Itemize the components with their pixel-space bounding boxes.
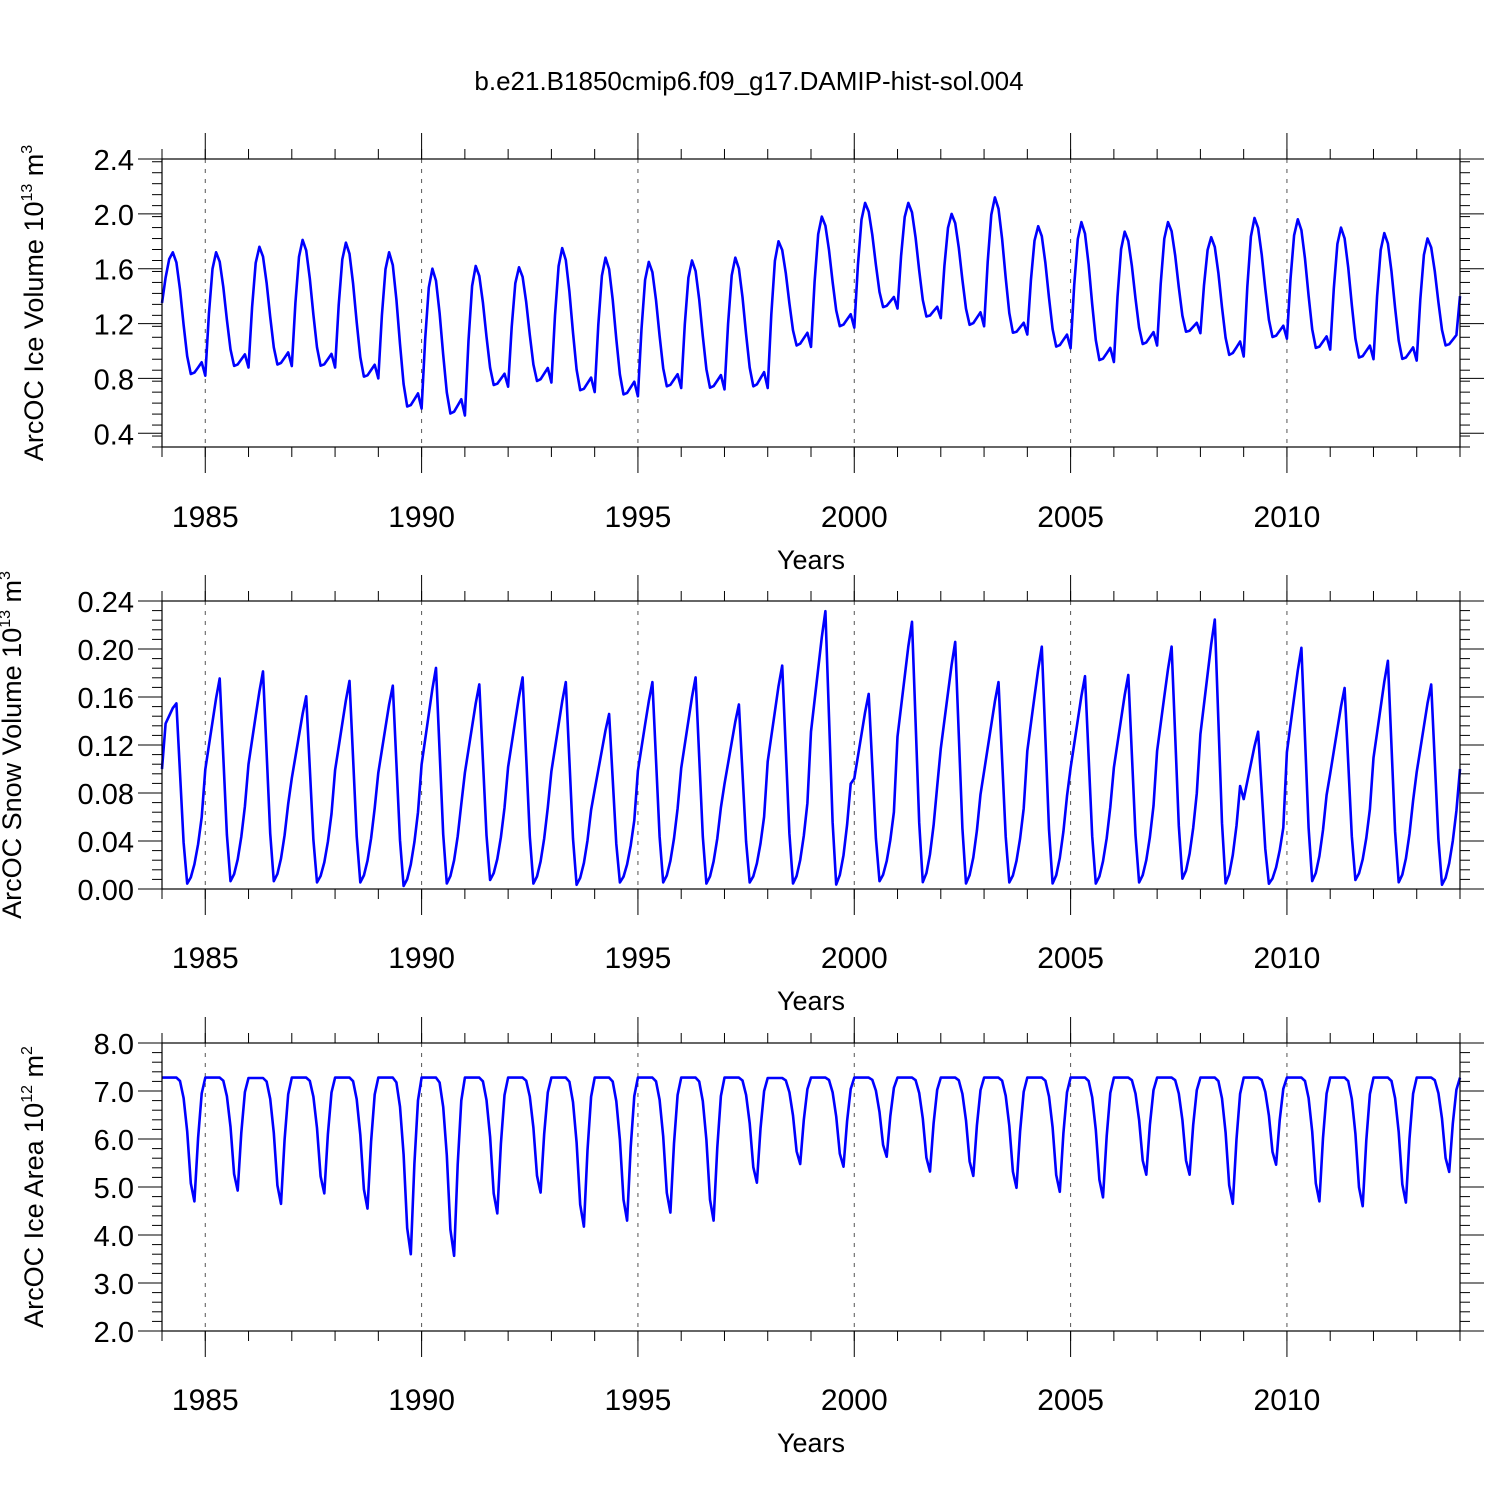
y-axis-title-text: m bbox=[19, 1055, 49, 1085]
y-axis-title-superscript: 13 bbox=[0, 610, 14, 628]
x-tick-label: 1990 bbox=[388, 501, 455, 534]
y-tick-label: 3.0 bbox=[94, 1269, 134, 1301]
x-tick-label: 2005 bbox=[1037, 942, 1104, 975]
y-axis-title-text: ArcOC Snow Volume 10 bbox=[0, 628, 27, 919]
y-tick-label: 0.24 bbox=[78, 587, 134, 619]
x-axis-title: Years bbox=[777, 1428, 845, 1458]
x-tick-label: 2000 bbox=[821, 501, 888, 534]
x-tick-label: 2010 bbox=[1254, 942, 1321, 975]
y-tick-label: 2.0 bbox=[94, 200, 134, 232]
y-tick-label: 0.08 bbox=[78, 779, 134, 811]
y-tick-label: 0.04 bbox=[78, 827, 134, 859]
snow-volume-line bbox=[160, 609, 1462, 888]
y-tick-label: 6.0 bbox=[94, 1125, 134, 1157]
ice-volume-panel: 1985 1990 1995 2000 2005 2010 0.4 0.8 1.2 1.6 2.0 2… bbox=[19, 133, 1484, 575]
y-axis-title-text: m bbox=[0, 580, 27, 610]
y-tick-label: 1.6 bbox=[94, 255, 134, 287]
y-tick-label: 0.16 bbox=[78, 683, 134, 715]
x-tick-label: 1985 bbox=[172, 501, 239, 534]
y-axis-title-superscript: 2 bbox=[19, 1046, 36, 1055]
y-axis-title-superscript: 13 bbox=[19, 184, 36, 202]
panels: 1985 1990 1995 2000 2005 2010 0.4 0.8 1.2 1.6 2.0 2… bbox=[0, 133, 1484, 1458]
y-axis-title: ArcOC Ice Volume 1013 m3 bbox=[19, 145, 49, 461]
y-tick-label: 0.8 bbox=[94, 364, 134, 396]
snow-volume-panel: 1985 1990 1995 2000 2005 2010 0.00 0.04 0.08 0.12… bbox=[0, 571, 1484, 1016]
y-tick-label: 0.00 bbox=[78, 875, 134, 907]
x-tick-label: 1995 bbox=[605, 501, 672, 534]
y-tick-label: 0.4 bbox=[94, 419, 134, 451]
y-axis-title-superscript: 12 bbox=[19, 1085, 36, 1103]
y-axis-title-superscript: 3 bbox=[19, 145, 36, 154]
x-tick-label: 1990 bbox=[388, 942, 455, 975]
x-tick-label: 2000 bbox=[821, 942, 888, 975]
y-tick-label: 5.0 bbox=[94, 1173, 134, 1205]
y-axis-title-text: ArcOC Ice Area 10 bbox=[19, 1103, 49, 1328]
ice-area-plot-frame bbox=[161, 1042, 1461, 1332]
x-tick-label: 2000 bbox=[821, 1384, 888, 1417]
x-tick-label: 1995 bbox=[605, 942, 672, 975]
x-tick-label: 2010 bbox=[1254, 501, 1321, 534]
x-tick-label: 1985 bbox=[172, 1384, 239, 1417]
y-tick-label: 2.4 bbox=[94, 145, 134, 177]
y-tick-label: 4.0 bbox=[94, 1221, 134, 1253]
ice-volume-plot-frame bbox=[161, 158, 1461, 448]
x-axis-title: Years bbox=[777, 545, 845, 575]
ice-volume-line bbox=[160, 196, 1462, 417]
y-axis-title: ArcOC Snow Volume 1013 m3 bbox=[0, 571, 27, 919]
ice-area-line bbox=[162, 1076, 1462, 1258]
y-tick-label: 8.0 bbox=[94, 1029, 134, 1061]
y-tick-label: 0.12 bbox=[78, 731, 134, 763]
y-axis-title-text: ArcOC Ice Volume 10 bbox=[19, 202, 49, 462]
x-tick-label: 1990 bbox=[388, 1384, 455, 1417]
x-tick-label: 2005 bbox=[1037, 501, 1104, 534]
y-tick-label: 7.0 bbox=[94, 1077, 134, 1109]
y-axis-title: ArcOC Ice Area 1012 m2 bbox=[19, 1046, 49, 1328]
x-axis-title: Years bbox=[777, 986, 845, 1016]
y-tick-label: 0.20 bbox=[78, 635, 134, 667]
y-axis-title-text: m bbox=[19, 154, 49, 184]
x-tick-label: 2005 bbox=[1037, 1384, 1104, 1417]
snow-volume-plot-frame bbox=[161, 600, 1461, 890]
y-tick-label: 1.2 bbox=[94, 310, 134, 342]
x-tick-label: 2010 bbox=[1254, 1384, 1321, 1417]
y-tick-label: 2.0 bbox=[94, 1317, 134, 1349]
x-tick-label: 1995 bbox=[605, 1384, 672, 1417]
x-tick-label: 1985 bbox=[172, 942, 239, 975]
y-axis-title-superscript: 3 bbox=[0, 571, 14, 580]
main-title: b.e21.B1850cmip6.f09_g17.DAMIP-hist-sol.… bbox=[474, 66, 1023, 96]
ice-area-panel: 1985 1990 1995 2000 2005 2010 2.0 3.0 4.0 5.0 6.0 7… bbox=[19, 1017, 1484, 1458]
